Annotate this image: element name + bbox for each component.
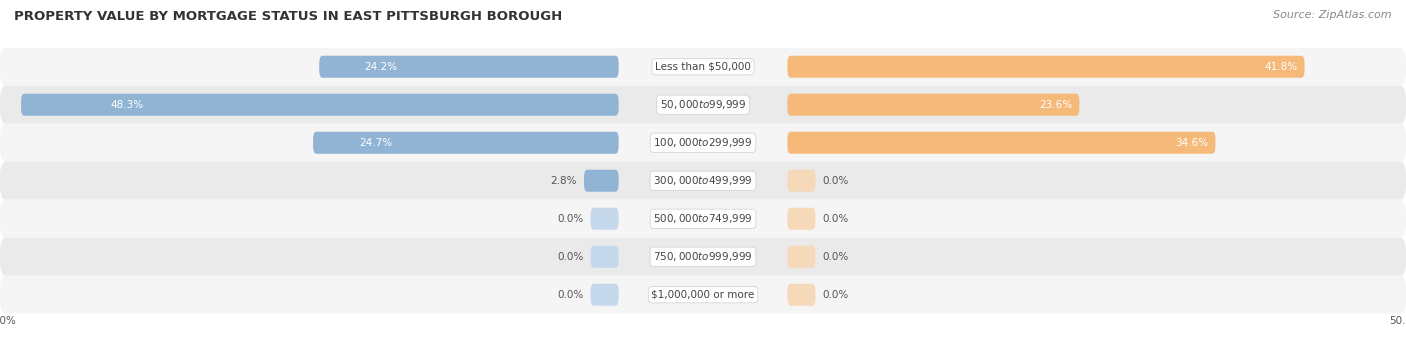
Text: 34.6%: 34.6%	[1175, 138, 1208, 148]
Text: 0.0%: 0.0%	[557, 214, 583, 224]
FancyBboxPatch shape	[0, 238, 1406, 276]
Text: $1,000,000 or more: $1,000,000 or more	[651, 290, 755, 300]
Text: 0.0%: 0.0%	[823, 252, 849, 262]
FancyBboxPatch shape	[787, 170, 815, 192]
FancyBboxPatch shape	[0, 86, 1406, 124]
Text: 0.0%: 0.0%	[557, 290, 583, 300]
Text: 0.0%: 0.0%	[557, 252, 583, 262]
FancyBboxPatch shape	[591, 246, 619, 268]
Text: 48.3%: 48.3%	[111, 100, 143, 110]
FancyBboxPatch shape	[787, 284, 815, 306]
Text: $500,000 to $749,999: $500,000 to $749,999	[654, 212, 752, 225]
FancyBboxPatch shape	[591, 208, 619, 230]
Text: Less than $50,000: Less than $50,000	[655, 62, 751, 72]
FancyBboxPatch shape	[787, 246, 815, 268]
Text: $300,000 to $499,999: $300,000 to $499,999	[654, 174, 752, 187]
FancyBboxPatch shape	[314, 132, 619, 154]
FancyBboxPatch shape	[787, 94, 1080, 116]
FancyBboxPatch shape	[0, 200, 1406, 238]
Text: 24.7%: 24.7%	[359, 138, 392, 148]
FancyBboxPatch shape	[0, 48, 1406, 86]
Text: $100,000 to $299,999: $100,000 to $299,999	[654, 136, 752, 149]
Text: $50,000 to $99,999: $50,000 to $99,999	[659, 98, 747, 111]
Text: 2.8%: 2.8%	[551, 176, 576, 186]
Text: 23.6%: 23.6%	[1039, 100, 1073, 110]
Text: 41.8%: 41.8%	[1264, 62, 1298, 72]
Text: PROPERTY VALUE BY MORTGAGE STATUS IN EAST PITTSBURGH BOROUGH: PROPERTY VALUE BY MORTGAGE STATUS IN EAS…	[14, 10, 562, 23]
Text: $750,000 to $999,999: $750,000 to $999,999	[654, 250, 752, 263]
FancyBboxPatch shape	[0, 276, 1406, 314]
Text: 24.2%: 24.2%	[364, 62, 398, 72]
FancyBboxPatch shape	[0, 124, 1406, 162]
FancyBboxPatch shape	[787, 56, 1305, 78]
Text: 0.0%: 0.0%	[823, 290, 849, 300]
FancyBboxPatch shape	[21, 94, 619, 116]
Text: Source: ZipAtlas.com: Source: ZipAtlas.com	[1274, 10, 1392, 20]
Text: 0.0%: 0.0%	[823, 214, 849, 224]
FancyBboxPatch shape	[787, 132, 1215, 154]
FancyBboxPatch shape	[787, 208, 815, 230]
FancyBboxPatch shape	[583, 170, 619, 192]
FancyBboxPatch shape	[591, 284, 619, 306]
FancyBboxPatch shape	[319, 56, 619, 78]
Text: 0.0%: 0.0%	[823, 176, 849, 186]
FancyBboxPatch shape	[0, 162, 1406, 200]
